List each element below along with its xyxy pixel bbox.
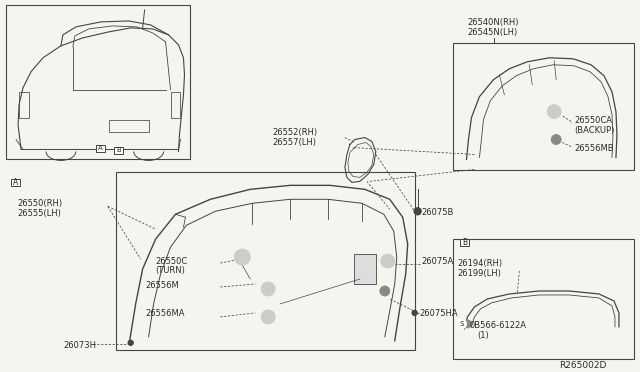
- Text: (TURN): (TURN): [156, 266, 186, 275]
- Bar: [460, 239, 469, 246]
- Circle shape: [380, 286, 390, 296]
- Text: 26073H: 26073H: [63, 341, 96, 350]
- Text: 26075B: 26075B: [422, 208, 454, 217]
- Text: 26556M: 26556M: [146, 281, 179, 290]
- Circle shape: [381, 254, 395, 268]
- Bar: [354, 254, 376, 284]
- Circle shape: [463, 320, 472, 328]
- Circle shape: [412, 310, 417, 315]
- Text: (1): (1): [477, 331, 489, 340]
- Text: 26557(LH): 26557(LH): [272, 138, 316, 147]
- Text: 26555(LH): 26555(LH): [17, 209, 61, 218]
- Circle shape: [128, 340, 133, 345]
- Circle shape: [234, 249, 250, 265]
- Bar: [11, 179, 20, 186]
- Circle shape: [261, 282, 275, 296]
- Circle shape: [261, 310, 275, 324]
- Text: (BACKUP): (BACKUP): [574, 126, 614, 135]
- Text: 0B566-6122A: 0B566-6122A: [470, 321, 527, 330]
- Text: A: A: [12, 178, 18, 187]
- Text: 26199(LH): 26199(LH): [458, 269, 501, 278]
- Bar: [116, 172, 415, 350]
- Text: 26075HA: 26075HA: [420, 309, 458, 318]
- Bar: [114, 147, 123, 154]
- Text: S: S: [460, 321, 464, 327]
- Text: 26550(RH): 26550(RH): [17, 199, 62, 208]
- Text: B: B: [462, 238, 467, 247]
- Text: 26545N(LH): 26545N(LH): [467, 28, 518, 37]
- Circle shape: [456, 319, 467, 329]
- Text: 26194(RH): 26194(RH): [458, 259, 502, 268]
- Text: B: B: [116, 147, 121, 154]
- Bar: [6, 5, 191, 160]
- Bar: [109, 119, 148, 132]
- Text: 26552(RH): 26552(RH): [272, 128, 317, 137]
- Bar: [452, 43, 634, 170]
- Text: 26540N(RH): 26540N(RH): [467, 18, 519, 27]
- Text: A: A: [99, 145, 103, 151]
- Text: 26556MB: 26556MB: [574, 144, 614, 154]
- Bar: [19, 92, 29, 118]
- Circle shape: [547, 105, 561, 119]
- Text: R265002D: R265002D: [559, 361, 607, 370]
- Bar: [170, 92, 180, 118]
- Circle shape: [551, 135, 561, 144]
- Text: 26550CA: 26550CA: [574, 116, 612, 125]
- Circle shape: [414, 208, 421, 215]
- Text: 26556MA: 26556MA: [146, 309, 185, 318]
- Text: 26075A: 26075A: [422, 257, 454, 266]
- Text: 26550C: 26550C: [156, 257, 188, 266]
- Bar: [96, 145, 105, 152]
- Bar: [452, 239, 634, 359]
